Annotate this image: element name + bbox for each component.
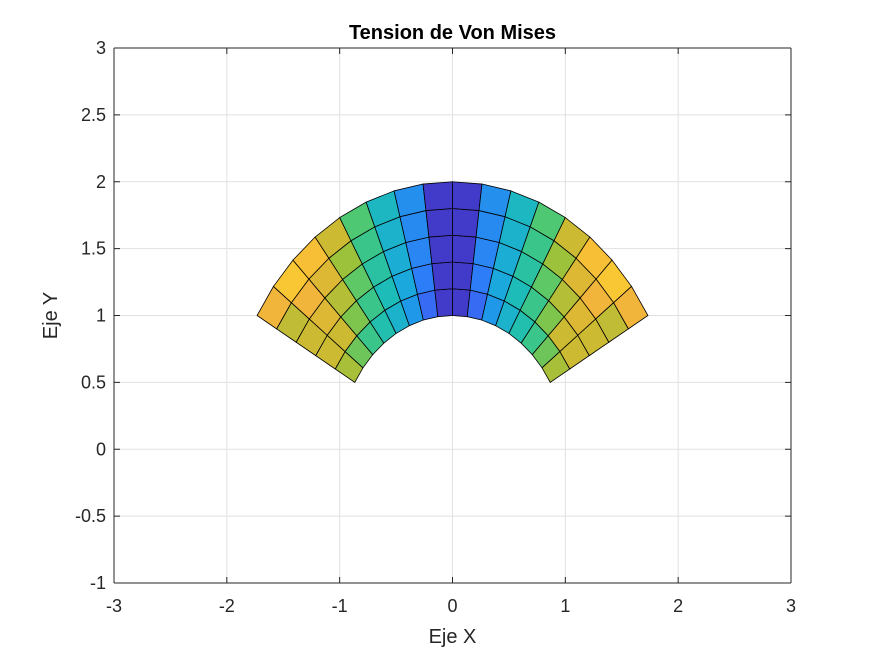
y-tick-label: 1 bbox=[96, 306, 106, 326]
mesh-element bbox=[431, 261, 453, 291]
tick-marks bbox=[113, 47, 792, 584]
x-tick-label: -3 bbox=[106, 596, 122, 616]
mesh-element bbox=[613, 285, 649, 330]
y-axis-label: Eje Y bbox=[40, 292, 62, 339]
x-tick-label: 1 bbox=[560, 596, 570, 616]
mesh-element bbox=[452, 208, 480, 238]
y-tick-label: 3 bbox=[96, 38, 106, 58]
mesh-element bbox=[452, 234, 477, 265]
chart-title: Tension de Von Mises bbox=[349, 22, 556, 44]
stress-mesh bbox=[256, 181, 649, 383]
mesh-element bbox=[393, 183, 427, 218]
y-tick-label: 0 bbox=[96, 439, 106, 459]
mesh-element bbox=[452, 181, 483, 211]
y-tick-label: 0.5 bbox=[81, 372, 106, 392]
x-tick-label: -2 bbox=[219, 596, 235, 616]
mesh-element bbox=[452, 261, 474, 291]
x-axis-label: Eje X bbox=[429, 626, 477, 648]
mesh-element bbox=[422, 181, 453, 211]
y-tick-label: 2 bbox=[96, 172, 106, 192]
mesh-element bbox=[428, 234, 453, 265]
mesh-element bbox=[425, 208, 453, 238]
y-tick-label: 1.5 bbox=[81, 239, 106, 259]
y-tick-label: 2.5 bbox=[81, 105, 106, 125]
mesh-element bbox=[434, 288, 453, 318]
x-tick-label: 0 bbox=[447, 596, 457, 616]
y-tick-label: -1 bbox=[90, 573, 106, 593]
y-tick-label: -0.5 bbox=[75, 506, 106, 526]
x-tick-label: -1 bbox=[332, 596, 348, 616]
x-tick-label: 2 bbox=[673, 596, 683, 616]
tick-labels: -3 -2 -1 0 1 2 3 -1 -0.5 0 0.5 1 1.5 2 2.5 3 bbox=[75, 38, 796, 616]
x-tick-label: 3 bbox=[786, 596, 796, 616]
